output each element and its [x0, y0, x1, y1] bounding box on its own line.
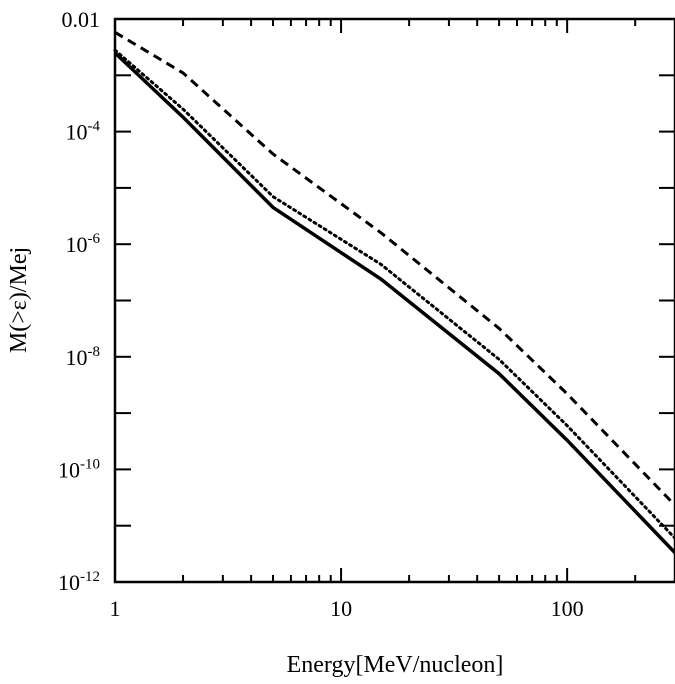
- x-tick-label: 1: [110, 596, 121, 621]
- x-axis-label: Energy[MeV/nucleon]: [287, 652, 504, 678]
- y-tick-label: 10-6: [66, 231, 101, 257]
- y-tick-label: 10-12: [58, 569, 100, 595]
- y-tick-label: 10-4: [66, 119, 101, 145]
- y-tick-label: 10-10: [58, 456, 100, 482]
- series-line-solid: [113, 51, 675, 555]
- x-tick-label: 100: [551, 596, 584, 621]
- labels-layer: 1 10 100 0.01 10-4 10-6 10-8 10-10 10-12: [58, 7, 584, 621]
- y-tick-label: 10-8: [66, 344, 101, 370]
- y-axis-label: M(>ε)/Mej: [6, 247, 32, 353]
- plot-frame: [113, 17, 675, 584]
- series-line-dashed: [114, 31, 675, 507]
- series-line-dotted: [113, 48, 675, 540]
- ticks-layer: [114, 18, 675, 583]
- series-layer: [113, 31, 675, 555]
- y-tick-label: 0.01: [62, 7, 101, 32]
- x-tick-label: 10: [330, 596, 352, 621]
